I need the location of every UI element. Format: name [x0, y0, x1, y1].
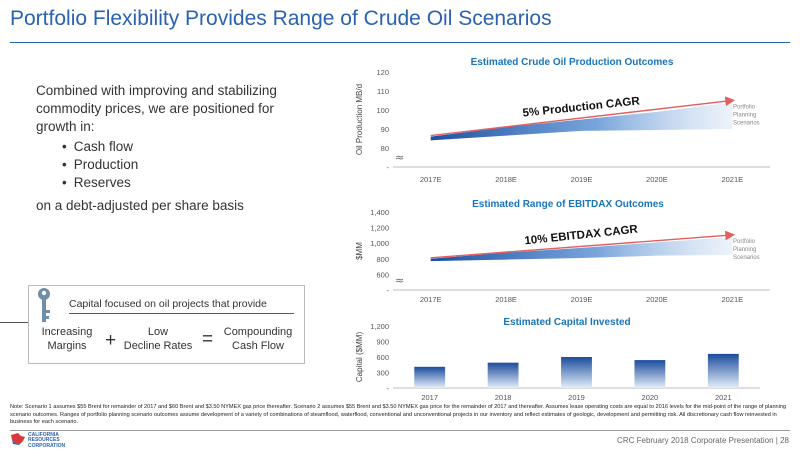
side-label: Planning — [733, 247, 756, 253]
x-tick-label: 2018E — [495, 175, 517, 184]
capital-bar — [707, 353, 739, 388]
equation-plus: + — [105, 330, 117, 351]
x-tick-label: 2018 — [495, 393, 512, 402]
company-logo-icon — [11, 433, 25, 445]
y-tick-label: 120 — [376, 68, 389, 77]
y-tick-label: 600 — [376, 353, 389, 362]
cagr-arrow — [430, 230, 736, 259]
x-tick-label: 2018E — [495, 295, 517, 304]
y-tick-label: 800 — [376, 255, 389, 264]
intro-text: Combined with improving and stabilizing … — [36, 83, 277, 134]
closing-text: on a debt-adjusted per share basis — [36, 198, 244, 213]
x-tick-label: 2021E — [721, 175, 743, 184]
x-tick-label: 2020E — [646, 295, 668, 304]
y-tick-label: - — [387, 384, 390, 393]
x-tick-label: 2020 — [642, 393, 659, 402]
y-tick-label: 600 — [376, 270, 389, 279]
chart-title: Estimated Range of EBITDAX Outcomes — [472, 199, 664, 210]
side-label: Scenarios — [733, 120, 760, 126]
title-divider — [10, 42, 790, 43]
growth-bullets: Cash flow Production Reserves — [62, 138, 316, 192]
equation-term-cashflow: Compounding Cash Flow — [223, 326, 293, 352]
footer-text: CRC February 2018 Corporate Presentation… — [617, 436, 789, 445]
y-tick-label: 300 — [376, 369, 389, 378]
y-tick-label: 1,200 — [370, 224, 389, 233]
scenario-range-band — [430, 236, 733, 262]
company-logo-text: CALIFORNIA RESOURCES CORPORATION — [28, 432, 66, 449]
chart-title: Estimated Crude Oil Production Outcomes — [471, 57, 674, 68]
capital-bar — [561, 357, 592, 388]
y-tick-label: 90 — [381, 125, 389, 134]
bullet-item: Reserves — [62, 174, 316, 192]
side-label: Portfolio — [733, 239, 756, 245]
y-tick-label: 1,400 — [370, 208, 389, 217]
capital-connector-line — [0, 322, 28, 323]
chart-title: Estimated Capital Invested — [503, 317, 630, 328]
x-tick-label: 2021 — [715, 393, 732, 402]
capital-box-rule — [69, 313, 294, 314]
x-tick-label: 2017E — [420, 295, 442, 304]
capital-bar — [634, 360, 666, 388]
y-tick-label: 80 — [381, 144, 389, 153]
equation-equals: = — [202, 329, 214, 350]
footer-divider — [10, 430, 790, 431]
y-tick-label: 1,000 — [370, 239, 389, 248]
y-tick-label: 1,200 — [370, 322, 389, 331]
y-axis-label: $MM — [355, 242, 364, 260]
side-label: Scenarios — [733, 255, 760, 261]
capital-box: Capital focused on oil projects that pro… — [28, 285, 305, 364]
capital-bar — [414, 366, 446, 388]
axis-break-icon: ≈ — [395, 151, 404, 164]
side-label: Portfolio — [733, 104, 756, 110]
y-axis-label: Capital ($MM) — [355, 332, 364, 383]
key-icon — [38, 288, 50, 322]
x-tick-label: 2017 — [421, 393, 438, 402]
y-tick-label: 110 — [377, 87, 389, 96]
footnote: Note: Scenario 1 assumes $55 Brent for r… — [10, 404, 787, 426]
y-tick-label: - — [387, 286, 390, 295]
x-tick-label: 2017E — [420, 175, 442, 184]
x-tick-label: 2019E — [571, 175, 593, 184]
axis-break-icon: ≈ — [395, 274, 404, 287]
bullet-item: Production — [62, 156, 316, 174]
page-title: Portfolio Flexibility Provides Range of … — [10, 7, 552, 30]
capital-box-title: Capital focused on oil projects that pro… — [69, 298, 267, 310]
equation-term-decline: Low Decline Rates — [123, 326, 193, 352]
cagr-arrow — [430, 96, 736, 137]
y-tick-label: 100 — [376, 106, 389, 115]
x-tick-label: 2019 — [568, 393, 585, 402]
capital-bar — [487, 362, 519, 388]
scenario-range-band — [430, 102, 733, 141]
bullet-item: Cash flow — [62, 138, 316, 156]
x-tick-label: 2019E — [571, 295, 593, 304]
equation-term-margins: Increasing Margins — [41, 326, 93, 352]
y-axis-label: Oil Production MB/d — [355, 84, 364, 155]
x-tick-label: 2021E — [721, 295, 743, 304]
side-label: Planning — [733, 112, 756, 118]
y-tick-label: 900 — [376, 338, 389, 347]
y-tick-label: - — [387, 163, 390, 172]
x-tick-label: 2020E — [646, 175, 668, 184]
intro-block: Combined with improving and stabilizing … — [36, 82, 316, 192]
